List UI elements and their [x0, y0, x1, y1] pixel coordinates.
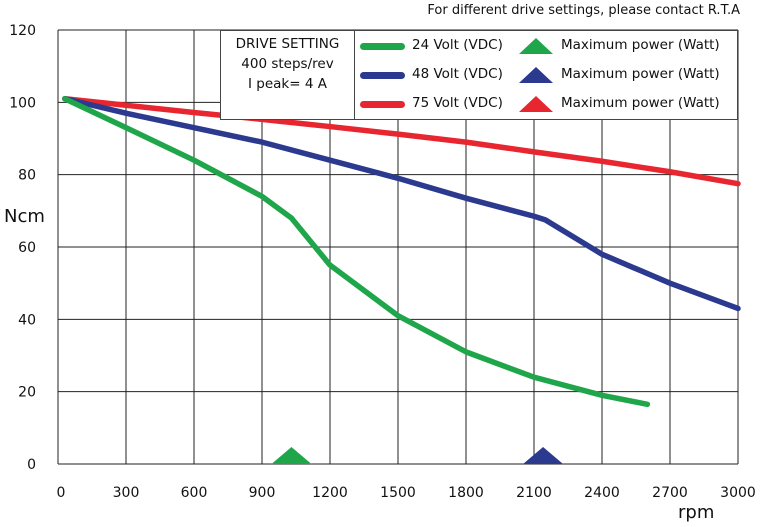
legend: 24 Volt (VDC) Maximum power (Watt) 48 Vo… [355, 30, 738, 120]
contact-note: For different drive settings, please con… [427, 3, 740, 18]
legend-label-75v: 75 Volt (VDC) [412, 95, 503, 111]
series-lines [62, 95, 741, 408]
max-power-marker [523, 447, 564, 464]
legend-line-24v [360, 43, 405, 50]
x-tick-label: 0 [57, 485, 66, 501]
series-line [62, 95, 741, 187]
drive-setting-box: DRIVE SETTING 400 steps/rev I peak= 4 A [220, 30, 355, 120]
max-power-marker [271, 447, 312, 464]
tick-labels: 0 300 600 900 1200 1500 1800 2100 2400 2700 3000 0 2… [9, 23, 756, 501]
series-line [62, 95, 651, 408]
y-tick-label: 60 [18, 240, 36, 256]
y-tick-label: 20 [18, 385, 36, 401]
x-tick-label: 2700 [652, 485, 688, 501]
legend-row-75v: 75 Volt (VDC) Maximum power (Watt) [355, 93, 738, 115]
y-tick-label: 80 [18, 168, 36, 184]
x-tick-label: 1500 [380, 485, 416, 501]
x-tick-label: 900 [249, 485, 276, 501]
drive-setting-steps: 400 steps/rev [241, 56, 334, 72]
y-tick-label: 40 [18, 312, 36, 328]
x-tick-label: 600 [181, 485, 208, 501]
triangle-icon [519, 67, 553, 83]
drive-setting-title: DRIVE SETTING [235, 36, 340, 52]
triangle-icon [519, 38, 553, 54]
y-tick-label: 120 [9, 23, 36, 39]
x-tick-label: 1800 [448, 485, 484, 501]
x-tick-label: 1200 [312, 485, 348, 501]
legend-row-24v: 24 Volt (VDC) Maximum power (Watt) [355, 35, 738, 57]
series-line [62, 95, 741, 312]
legend-power-48v: Maximum power (Watt) [561, 66, 720, 82]
x-tick-label: 3000 [720, 485, 756, 501]
legend-label-48v: 48 Volt (VDC) [412, 66, 503, 82]
triangle-icon [519, 96, 553, 112]
legend-line-48v [360, 72, 405, 79]
y-tick-label: 0 [27, 457, 36, 473]
x-tick-label: 300 [113, 485, 140, 501]
legend-power-24v: Maximum power (Watt) [561, 37, 720, 53]
x-tick-label: 2400 [584, 485, 620, 501]
x-axis-label: rpm [678, 502, 714, 523]
max-power-markers [271, 447, 564, 464]
legend-label-24v: 24 Volt (VDC) [412, 37, 503, 53]
drive-setting-peak: I peak= 4 A [248, 76, 327, 92]
y-axis-label: Ncm [4, 206, 45, 227]
legend-line-75v [360, 101, 405, 108]
y-tick-label: 100 [9, 95, 36, 111]
x-tick-label: 2100 [516, 485, 552, 501]
legend-power-75v: Maximum power (Watt) [561, 95, 720, 111]
legend-row-48v: 48 Volt (VDC) Maximum power (Watt) [355, 64, 738, 86]
